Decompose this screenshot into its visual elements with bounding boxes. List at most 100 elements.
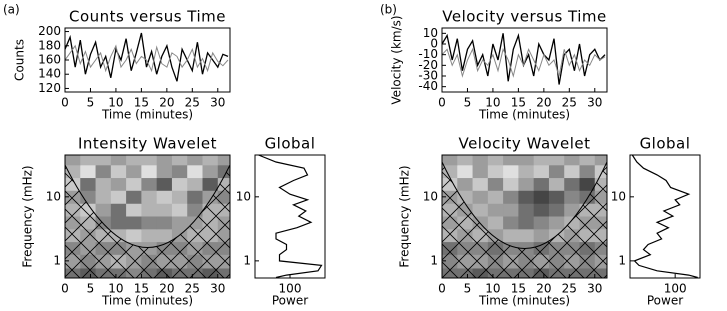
- heat-cell: [487, 203, 504, 217]
- plot-frame: [64, 154, 231, 279]
- y-tick-label: 10: [423, 189, 438, 203]
- heat-cell: [457, 164, 474, 179]
- heat-cell: [156, 203, 173, 217]
- data-line: [64, 44, 229, 73]
- plot-frame: [441, 154, 608, 279]
- heat-cell: [457, 155, 474, 166]
- y-tick-label: -30: [418, 69, 438, 83]
- heat-cell: [202, 155, 219, 166]
- heat-cell: [533, 164, 550, 179]
- x-tick-label: 5: [464, 96, 472, 110]
- chart-title: Global: [640, 135, 691, 153]
- x-axis-label: Power: [272, 294, 308, 308]
- heat-cell: [518, 228, 535, 243]
- heat-cell: [126, 155, 142, 166]
- heat-cell: [472, 203, 489, 217]
- heat-cell: [80, 177, 97, 191]
- y-axis-label: Frequency (mHz): [21, 165, 35, 267]
- chart-title: Velocity versus Time: [442, 8, 607, 26]
- heat-cell: [171, 190, 188, 204]
- y-axis-label: Counts: [13, 39, 27, 81]
- y-tick-label: 10: [611, 189, 626, 203]
- heat-cell: [564, 155, 580, 166]
- heat-cell: [518, 190, 535, 204]
- chart-title: Velocity Wavelet: [458, 135, 590, 153]
- y-tick-label: 1: [430, 253, 438, 267]
- heat-cell: [579, 155, 596, 166]
- x-tick-label: 25: [562, 96, 577, 110]
- heat-cell: [548, 215, 565, 230]
- heat-cell: [187, 177, 203, 191]
- heat-cell: [503, 164, 519, 179]
- y-tick-label: 1: [618, 253, 626, 267]
- heat-cell: [503, 215, 519, 230]
- heat-cell: [110, 164, 127, 179]
- y-tick-label: 10: [236, 189, 251, 203]
- heat-cell: [110, 177, 127, 191]
- heat-cell: [171, 164, 188, 179]
- heat-cell: [564, 203, 580, 217]
- x-tick-label: 15: [511, 282, 526, 296]
- y-tick-label: 160: [38, 53, 61, 67]
- x-tick-label: 0: [438, 282, 446, 296]
- heat-cell: [533, 203, 550, 217]
- heat-cell: [518, 177, 535, 191]
- heat-cell: [126, 215, 142, 230]
- x-tick-label: 15: [511, 96, 526, 110]
- y-tick-label: 1: [53, 253, 61, 267]
- heat-cell: [202, 164, 219, 179]
- x-tick-label: 5: [87, 96, 95, 110]
- heat-cell: [518, 215, 535, 230]
- heat-cell: [217, 155, 230, 166]
- heat-cell: [171, 215, 188, 230]
- heat-cell: [518, 164, 535, 179]
- x-tick-label: 100: [664, 282, 687, 296]
- y-tick-label: 0: [430, 37, 438, 51]
- x-tick-label: 25: [185, 282, 200, 296]
- x-tick-label: 15: [134, 282, 149, 296]
- x-tick-label: 5: [464, 282, 472, 296]
- heat-cell: [548, 164, 565, 179]
- heat-cell: [533, 215, 550, 230]
- y-axis-label: Velocity (km/s): [390, 15, 404, 104]
- heat-cell: [187, 203, 203, 217]
- x-tick-label: 30: [587, 96, 602, 110]
- heat-cell: [442, 155, 458, 166]
- heat-cell: [187, 190, 203, 204]
- heat-cell: [487, 164, 504, 179]
- heat-cell: [564, 190, 580, 204]
- x-axis-label: Time (minutes): [101, 294, 193, 308]
- heat-cell: [594, 155, 607, 166]
- y-tick-label: -20: [418, 58, 438, 72]
- heat-cell: [126, 228, 142, 243]
- heat-cell: [533, 177, 550, 191]
- x-tick-label: 10: [108, 96, 123, 110]
- y-tick-label: 1: [243, 253, 251, 267]
- heat-cell: [126, 164, 142, 179]
- heat-cell: [564, 177, 580, 191]
- heat-cell: [156, 190, 173, 204]
- heat-cell: [95, 177, 112, 191]
- heat-cell: [110, 203, 127, 217]
- data-line: [64, 32, 229, 82]
- x-tick-label: 10: [108, 282, 123, 296]
- heat-cell: [503, 190, 519, 204]
- heat-cell: [95, 164, 112, 179]
- heat-cell: [141, 164, 158, 179]
- heat-cell: [472, 177, 489, 191]
- x-tick-label: 10: [485, 282, 500, 296]
- heat-cell: [156, 164, 173, 179]
- heat-cell: [503, 228, 519, 243]
- heat-cell: [156, 177, 173, 191]
- y-tick-label: 120: [38, 81, 61, 95]
- chart-title: Counts versus Time: [69, 8, 226, 26]
- heat-cell: [126, 203, 142, 217]
- heat-cell: [171, 177, 188, 191]
- chart-title: Global: [265, 135, 316, 153]
- plot-frame: [441, 27, 608, 93]
- global-power-line: [258, 154, 323, 279]
- heat-cell: [503, 177, 519, 191]
- heat-cell: [156, 228, 173, 243]
- heat-cell: [202, 177, 219, 191]
- heat-cell: [141, 215, 158, 230]
